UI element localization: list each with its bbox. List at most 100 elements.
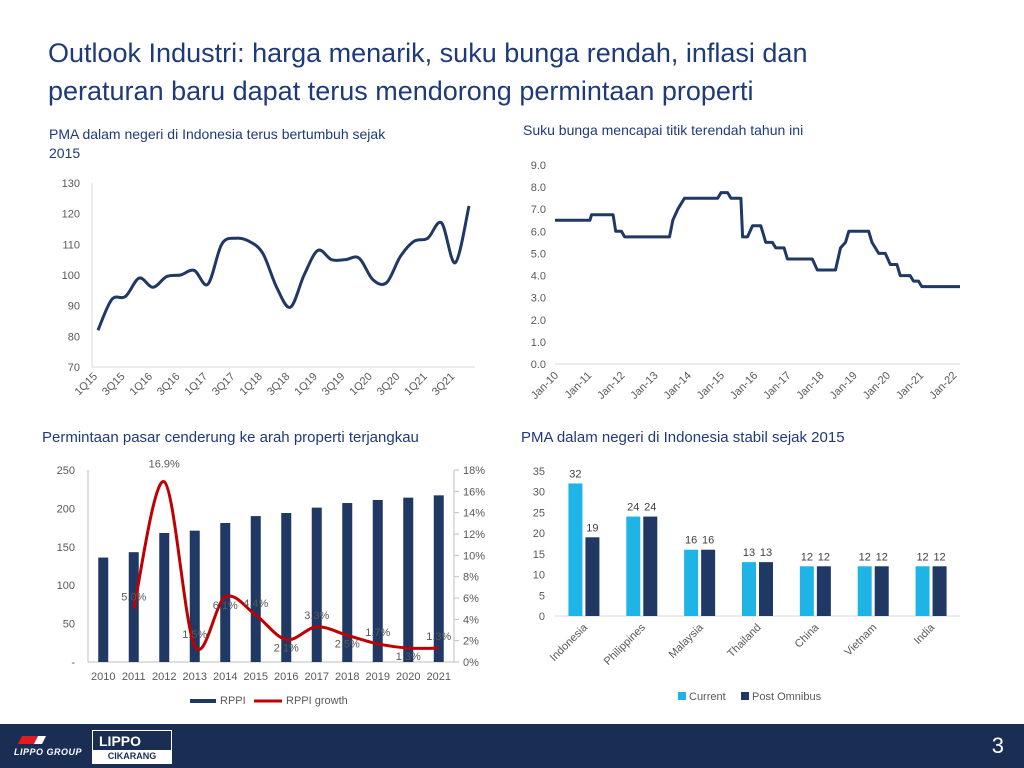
x-tick-label: Jan-22 [927,370,959,402]
x-tick-label: 1Q17 [183,371,211,399]
x-tick-label: Jan-10 [529,370,561,402]
y-tick-label: 6.0 [531,226,546,238]
y-tick-label: 5.0 [531,248,546,260]
footer-bar: LIPPO GROUP LIPPO CIKARANG 3 [0,724,1024,768]
bar-rppi [372,499,383,662]
series-line-rppi-growth [132,480,439,651]
bar-rppi [403,497,414,662]
data-label: 12 [818,551,830,563]
y-tick-label: 7.0 [531,204,546,216]
lippo-cikarang-top: LIPPO [99,733,142,749]
bar-post-omnibus [932,566,947,616]
data-label-growth: 5.0% [121,592,146,604]
y-tick-label-right: 12% [463,529,485,541]
legend-label-rppi-growth: RPPI growth [286,695,348,707]
y-tick-label-right: 10% [463,550,485,562]
y-tick-label-left: 200 [57,503,75,515]
x-tick-label: 3Q17 [210,371,238,399]
y-tick-label: 5 [539,590,545,602]
bar-rppi [98,557,109,662]
subtitle-pma-line-2: 2015 [49,145,81,161]
data-label: 32 [569,468,581,480]
x-tick-label: 2018 [335,671,359,683]
x-tick-label: 1Q21 [402,371,430,399]
x-tick-label: 2017 [305,671,329,683]
y-tick-label-left: 150 [57,542,75,554]
y-tick-label-right: 2% [463,636,479,648]
lippo-cikarang-logo: LIPPO CIKARANG [92,730,172,764]
data-label-growth: 2.5% [335,638,360,650]
data-label: 24 [644,502,656,514]
x-tick-label: Vietnam [842,622,879,659]
page-number: 3 [991,733,1004,758]
legend-swatch-current [678,692,686,700]
y-tick-label: 30 [533,487,545,499]
series-line-pma [96,205,471,331]
bar-current [626,516,641,616]
x-tick-label: 2019 [366,671,390,683]
x-tick-label: 2015 [244,671,268,683]
data-label-growth: 4.4% [243,598,268,610]
x-tick-label: 2021 [427,671,451,683]
x-tick-label: China [793,621,822,650]
subtitle-pma-line-1: PMA dalam negeri di Indonesia terus bert… [49,126,386,142]
x-tick-label: Indonesia [548,621,591,664]
lippo-group-text: LIPPO GROUP [14,747,83,757]
x-tick-label: 3Q16 [155,371,183,399]
legend-swatch-rppi [190,699,216,703]
bar-post-omnibus [874,566,889,616]
data-label: 16 [685,535,697,547]
x-tick-label: 2012 [152,671,176,683]
y-tick-label-right: 0% [463,657,479,669]
x-tick-label: Jan-20 [861,370,893,402]
bar-rppi [281,513,292,662]
x-tick-label: 2010 [91,671,115,683]
x-tick-label: 3Q21 [430,371,458,399]
bar-rppi [342,503,353,662]
bar-current [915,566,930,616]
bar-post-omnibus [643,516,658,616]
x-tick-label: 3Q15 [100,371,128,399]
x-tick-label: 3Q18 [265,371,293,399]
data-label-growth: 1.7% [365,627,390,639]
y-tick-label: 0.0 [531,359,546,371]
bar-rppi [159,532,170,662]
y-tick-label: 110 [62,239,80,251]
y-tick-label: 100 [62,270,80,282]
legend-label-current: Current [689,691,726,703]
bar-current [799,566,814,616]
bar-post-omnibus [759,562,773,616]
x-tick-label: India [912,621,938,647]
x-tick-label: 2014 [213,671,237,683]
subtitle-demand: Permintaan pasar cenderung ke arah prope… [42,429,419,446]
y-tick-label: 8.0 [531,182,546,194]
legend-label-post-omnibus: Post Omnibus [752,691,822,703]
bar-rppi [189,530,200,662]
data-label: 12 [916,551,928,563]
bar-post-omnibus [585,537,600,616]
legend-label-rppi: RPPI [220,695,246,707]
lippo-group-logo-icon [18,736,46,744]
x-tick-label: 3Q20 [375,371,403,399]
y-tick-label: 35 [533,466,545,478]
x-tick-label: 1Q15 [73,371,101,399]
legend-swatch-post-omnibus [741,692,749,700]
y-tick-label-right: 6% [463,593,479,605]
data-label: 16 [702,535,714,547]
y-tick-label-left: 100 [57,580,75,592]
x-tick-label: Malaysia [667,621,707,661]
data-label: 24 [627,502,639,514]
y-tick-label-left: 250 [57,465,75,477]
y-tick-label: 25 [533,507,545,519]
y-tick-label: 20 [533,528,545,540]
data-label-growth: 1.5% [182,629,207,641]
data-label: 13 [743,547,755,559]
x-tick-label: 2016 [274,671,298,683]
y-tick-label-right: 16% [463,486,485,498]
y-tick-label: 90 [68,301,80,313]
x-tick-label: Jan-15 [695,370,727,402]
data-label: 12 [876,551,888,563]
x-tick-label: 1Q18 [237,371,265,399]
x-tick-label: 2011 [122,671,146,683]
